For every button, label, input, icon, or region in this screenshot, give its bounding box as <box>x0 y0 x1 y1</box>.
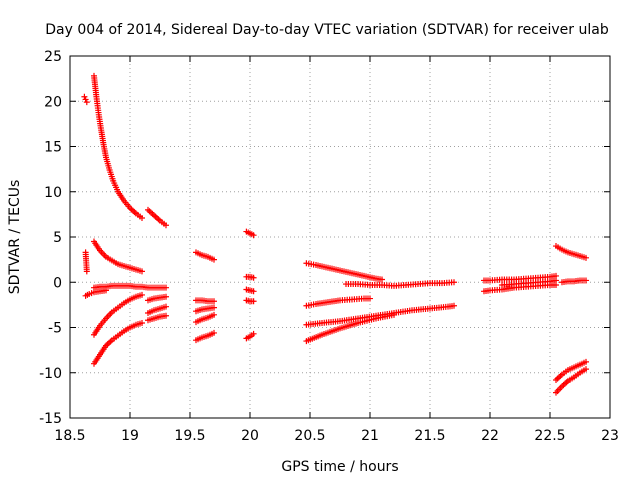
data-point <box>103 287 109 294</box>
data-point <box>211 311 217 318</box>
series-arc-20-neg2 <box>243 297 257 305</box>
series-arc-near-zero <box>91 282 169 291</box>
series-arc-early-b <box>82 249 90 275</box>
y-tick-label: -15 <box>39 411 62 427</box>
data-point <box>139 214 145 221</box>
series-arc-19p15-neg <box>145 293 169 304</box>
data-point <box>250 298 257 305</box>
data-point <box>82 96 89 103</box>
grid-lines <box>70 56 610 418</box>
data-point <box>451 302 457 309</box>
y-axis-label: SDTVAR / TECUs <box>7 180 23 295</box>
series-arc-19p6-neg2 <box>193 297 217 305</box>
data-point <box>83 268 90 275</box>
chart-title: Day 004 of 2014, Sidereal Day-to-day VTE… <box>45 22 609 38</box>
series-arc-neg-1p5 <box>82 287 109 299</box>
data-point <box>163 312 169 319</box>
data-points <box>81 72 589 396</box>
data-point <box>83 99 90 106</box>
x-tick-label: 19 <box>121 428 139 444</box>
y-tick-label: -5 <box>48 321 62 337</box>
data-point <box>250 288 257 295</box>
series-arc-19p6-3 <box>193 249 217 263</box>
data-point <box>250 330 257 337</box>
data-point <box>211 256 217 263</box>
data-point <box>139 319 145 326</box>
y-tick-label: 15 <box>44 140 62 156</box>
data-point <box>391 311 397 318</box>
data-point <box>583 366 589 373</box>
series-arc-20p8-0 <box>343 279 457 289</box>
x-tick-label: 21.5 <box>414 428 445 444</box>
data-point <box>250 232 257 239</box>
series-arc-22p6-0 <box>559 277 589 286</box>
data-point <box>379 276 385 283</box>
x-tick-label: 20 <box>241 428 259 444</box>
y-tick-label: 10 <box>44 185 62 201</box>
data-point <box>81 93 88 100</box>
data-point <box>583 277 589 284</box>
series-arc-19p15-neg3 <box>145 303 169 317</box>
series-arc-20-neg1 <box>243 286 257 295</box>
series-arc-upper-4 <box>91 238 145 275</box>
series-arc-20-5 <box>243 228 257 239</box>
series-arc-20p5-2 <box>303 260 385 283</box>
series-arc-20-0p5 <box>243 273 257 281</box>
series-arc-neg-rise <box>91 291 145 338</box>
series-arc-19p6-neg3 <box>193 304 217 315</box>
y-tick-label: -10 <box>39 366 62 382</box>
series-arc-19p15-neg4 <box>145 312 169 324</box>
x-tick-label: 20.5 <box>294 428 325 444</box>
data-point <box>163 284 169 291</box>
series-arc-early-a <box>81 93 90 106</box>
series-arc-20-neg6 <box>243 330 257 342</box>
data-point <box>250 274 257 281</box>
x-tick-label: 19.5 <box>174 428 205 444</box>
y-tick-label: 20 <box>44 94 62 110</box>
series-arc-22p55-neg11 <box>553 358 589 383</box>
data-point <box>583 254 589 261</box>
series-arc-22p55-neg12 <box>553 366 589 396</box>
series-arc-19p6-neg4 <box>193 311 217 326</box>
x-tick-label: 18.5 <box>54 428 85 444</box>
data-point <box>139 268 145 275</box>
data-point <box>583 358 589 365</box>
data-point <box>367 295 373 302</box>
x-tick-label: 22.5 <box>534 428 565 444</box>
x-tick-label: 21 <box>361 428 379 444</box>
data-point <box>211 329 217 336</box>
y-tick-label: 0 <box>53 275 62 291</box>
series-arc-neg-low <box>91 319 145 367</box>
series-arc-19p1-8 <box>145 206 169 229</box>
data-point <box>211 304 217 311</box>
x-tick-label: 23 <box>601 428 619 444</box>
data-point <box>451 279 457 286</box>
x-tick-label: 22 <box>481 428 499 444</box>
y-tick-label: 25 <box>44 49 62 65</box>
x-axis-label: GPS time / hours <box>281 459 398 475</box>
data-point <box>139 291 145 298</box>
series-arc-20p5-neg2 <box>303 295 373 309</box>
series-arc-decay-high <box>91 72 145 221</box>
y-tick-label: 5 <box>53 230 62 246</box>
series-arc-19p6-neg6 <box>193 329 217 344</box>
data-point <box>553 277 559 284</box>
axis-ticks: 18.5 19 19.5 20 20.5 21 21.5 22 22.5 23 -15 -10 -5 0 5… <box>39 49 619 444</box>
series-arc-22-mid <box>499 277 559 288</box>
data-point <box>211 298 217 305</box>
data-point <box>163 293 169 300</box>
series-arc-22p55-4 <box>553 243 589 261</box>
data-point <box>163 222 169 229</box>
series-arc-20p5-neg6 <box>303 311 397 345</box>
data-point <box>163 303 169 310</box>
